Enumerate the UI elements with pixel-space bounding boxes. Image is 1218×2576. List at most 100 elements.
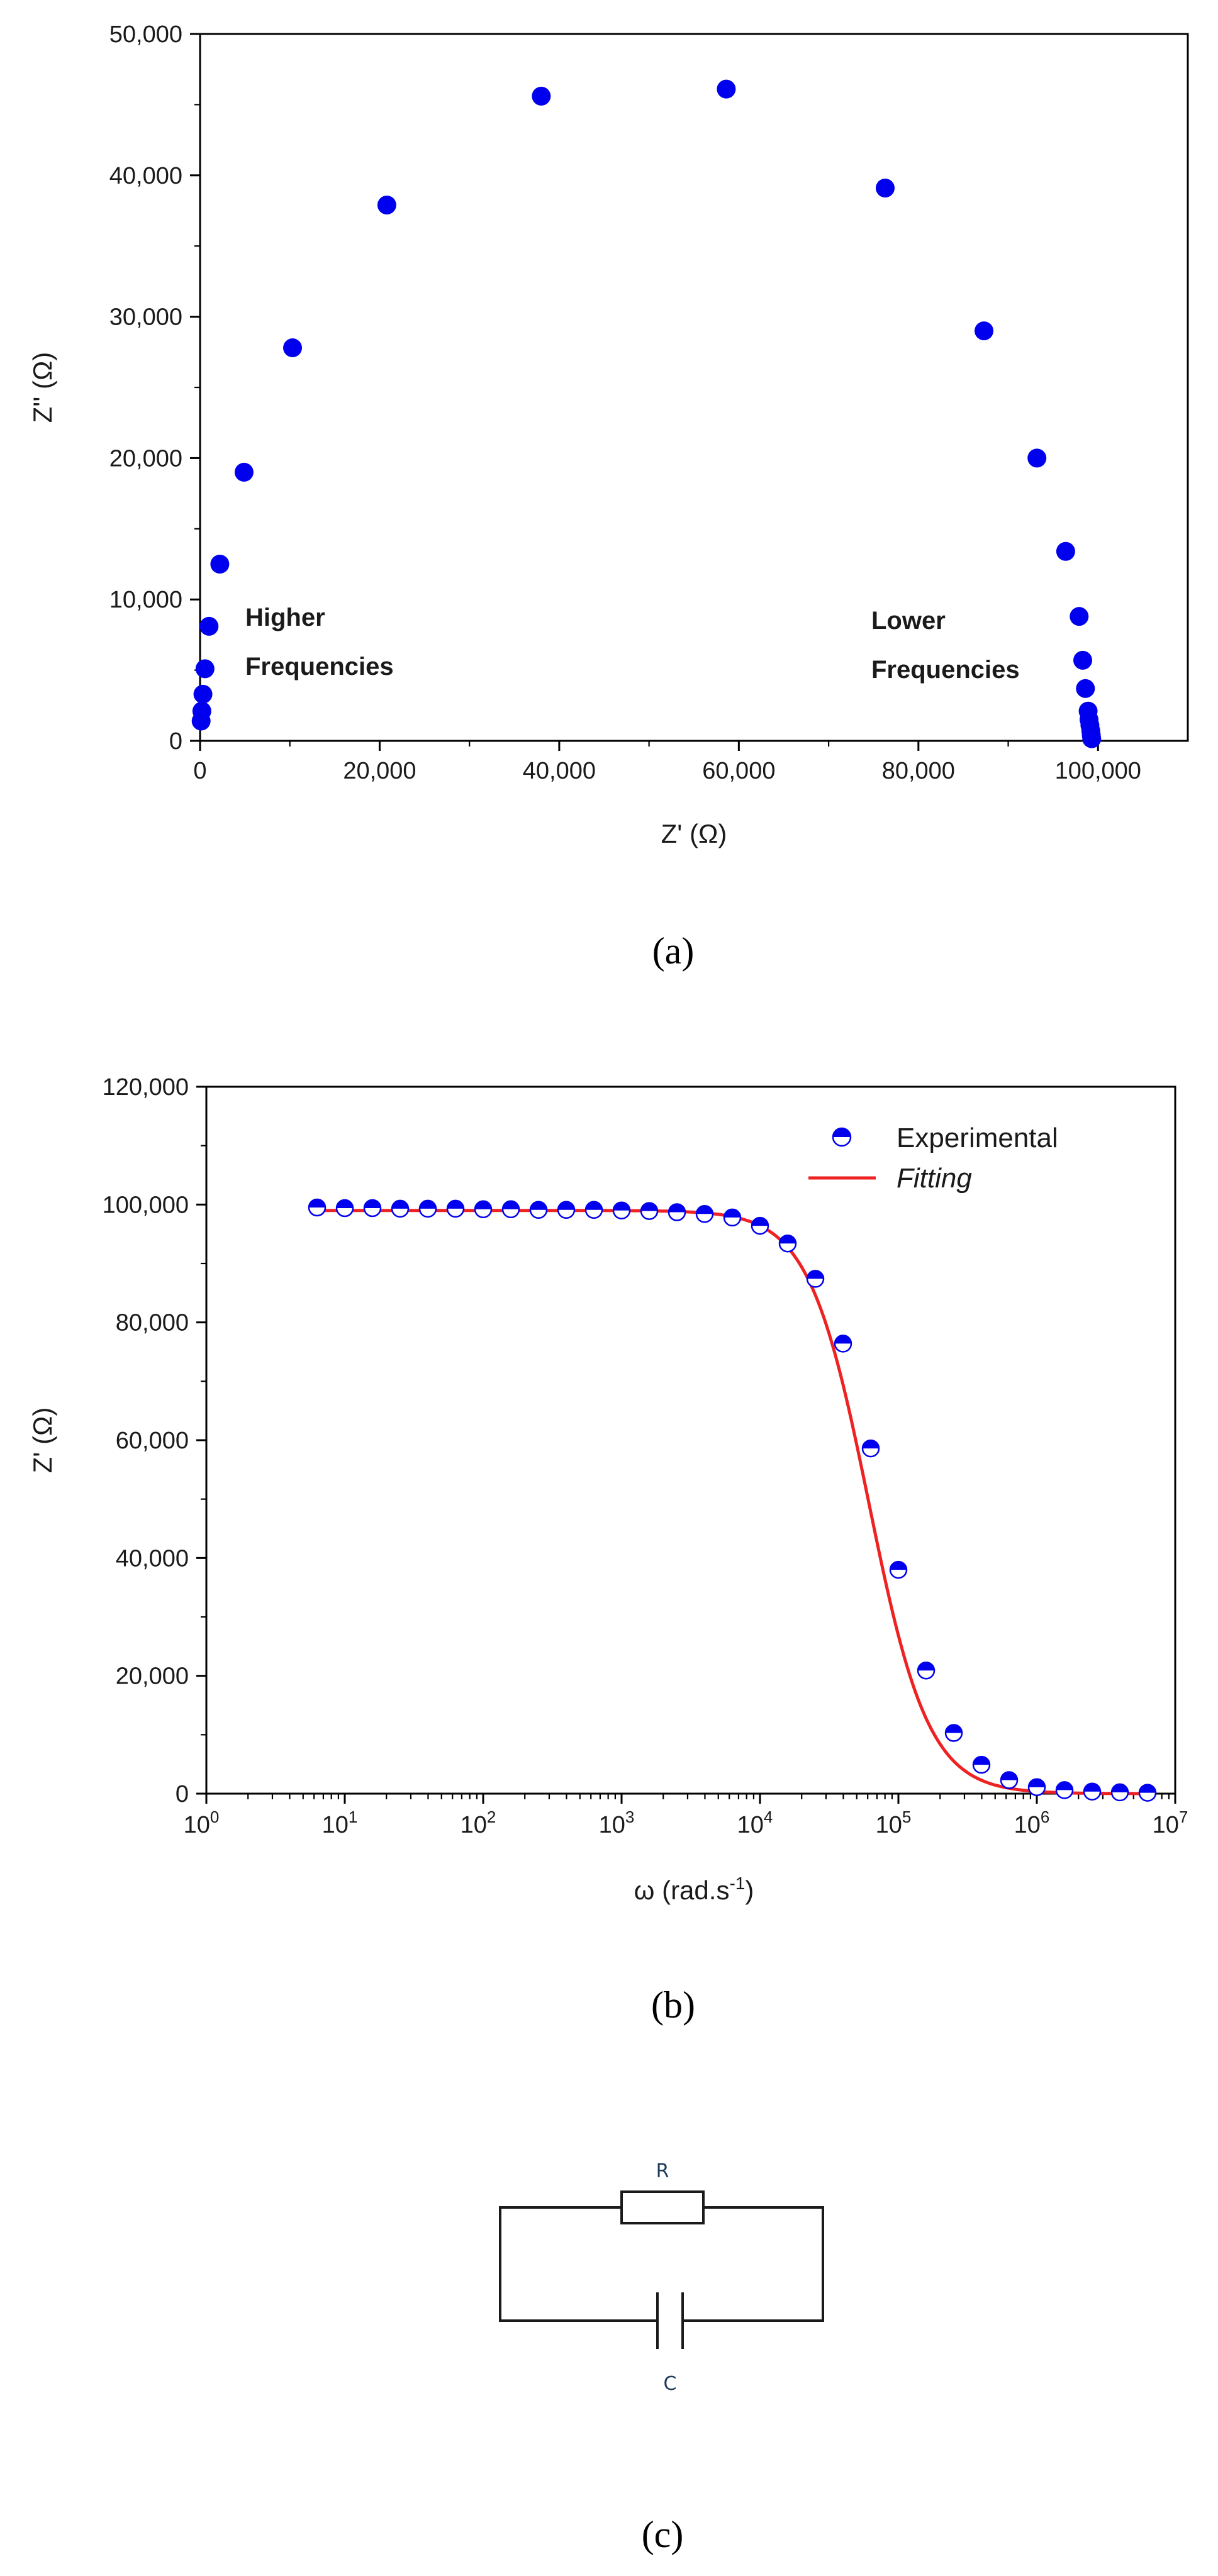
- annotation-higher-line1: Higher: [245, 604, 325, 631]
- data-point: [668, 1203, 686, 1221]
- annotation-lower-line1: Lower: [871, 607, 946, 635]
- data-point: [1056, 541, 1075, 561]
- data-point: [532, 86, 551, 106]
- y-tick-label: 30,000: [109, 304, 182, 331]
- data-point: [972, 1755, 991, 1774]
- data-point: [308, 1198, 327, 1217]
- data-point: [889, 1560, 908, 1579]
- x-tick-label: 101: [322, 1807, 358, 1838]
- legend-experimental-label: Experimental: [897, 1123, 1058, 1153]
- data-point: [234, 462, 254, 482]
- data-point: [917, 1661, 936, 1680]
- legend: Experimental Fitting: [808, 1123, 1058, 1194]
- x-tick-label: 105: [876, 1807, 912, 1838]
- chart-b-ylabel: Z' (Ω): [28, 1407, 57, 1474]
- y-tick-label: 80,000: [116, 1310, 189, 1336]
- chart-b-plot-area: [205, 1085, 1176, 1795]
- data-point: [640, 1202, 659, 1220]
- data-point: [861, 1439, 880, 1458]
- data-point: [391, 1199, 410, 1218]
- chart-b-points: [308, 1198, 1157, 1802]
- panel-label-a: (a): [652, 930, 695, 972]
- x-tick-label: 80,000: [882, 758, 955, 784]
- data-point: [612, 1201, 631, 1219]
- chart-b-xlabel: ω (rad.s-1): [634, 1874, 754, 1905]
- nyquist-chart: 0 20,000 40,000 60,000 80,000 100,000 0 10,000 2…: [28, 21, 1189, 972]
- fitting-curve: [314, 1209, 1151, 1796]
- data-point: [191, 711, 211, 731]
- x-tick-label: 107: [1153, 1807, 1188, 1838]
- x-tick-label: 0: [193, 758, 206, 784]
- y-tick-label: 50,000: [109, 21, 182, 48]
- data-point: [876, 179, 895, 198]
- chart-a-ylabel: Z'' (Ω): [28, 352, 57, 423]
- data-point: [1110, 1783, 1129, 1802]
- y-tick-label: 0: [169, 728, 182, 755]
- data-point: [501, 1200, 520, 1219]
- y-tick-label: 100,000: [103, 1192, 189, 1218]
- x-tick-label: 40,000: [523, 758, 596, 784]
- x-tick-label: 102: [461, 1807, 496, 1838]
- circuit-wires: [499, 2206, 824, 2322]
- data-point: [283, 338, 303, 358]
- resistor-symbol: [620, 2190, 705, 2224]
- y-tick-label: 120,000: [103, 1074, 189, 1101]
- annotation-lower-line2: Frequencies: [871, 656, 1020, 684]
- data-point: [1027, 1778, 1046, 1796]
- data-point: [1078, 701, 1098, 721]
- x-tick-label: 106: [1014, 1807, 1050, 1838]
- chart-a-xlabel: Z' (Ω): [661, 819, 727, 848]
- data-point: [1000, 1771, 1019, 1789]
- data-point: [584, 1201, 603, 1219]
- x-tick-label: 104: [737, 1807, 773, 1838]
- data-point: [1076, 679, 1095, 698]
- y-tick-label: 60,000: [116, 1428, 189, 1454]
- panel-label-c: (c): [642, 2514, 684, 2555]
- data-point: [557, 1201, 576, 1219]
- equivalent-circuit: R C (c): [499, 2160, 824, 2555]
- data-point: [1027, 448, 1047, 468]
- impedance-frequency-chart: 100 101 102 103 104 105 106 107 0 20,000 40,000 60,…: [28, 1074, 1188, 2026]
- panel-label-b: (b): [651, 1984, 695, 2026]
- x-tick-label: 100: [184, 1807, 220, 1838]
- x-tick-label: 100,000: [1055, 758, 1141, 784]
- data-point: [834, 1335, 852, 1353]
- data-point: [529, 1201, 548, 1219]
- chart-a-ticks: 0 20,000 40,000 60,000 80,000 100,000 0 10,000 2…: [109, 21, 1141, 784]
- data-point: [474, 1200, 493, 1219]
- y-tick-label: 40,000: [109, 163, 182, 189]
- y-tick-label: 20,000: [109, 445, 182, 472]
- data-point: [695, 1205, 714, 1223]
- data-point: [1138, 1784, 1157, 1802]
- data-point: [418, 1199, 437, 1218]
- y-tick-label: 40,000: [116, 1545, 189, 1572]
- y-tick-label: 10,000: [109, 587, 182, 613]
- chart-a-points: [191, 79, 1102, 748]
- data-point: [1070, 607, 1089, 626]
- data-point: [1083, 1782, 1102, 1801]
- x-tick-label: 60,000: [702, 758, 775, 784]
- chart-b-ticks: 100 101 102 103 104 105 106 107 0 20,000 40,000 60,…: [103, 1074, 1188, 1838]
- legend-experimental-marker: [832, 1127, 852, 1147]
- legend-fitting-label: Fitting: [897, 1163, 972, 1194]
- data-point: [193, 684, 213, 704]
- data-point: [778, 1234, 797, 1253]
- data-point: [1073, 650, 1093, 670]
- x-tick-label: 103: [599, 1807, 635, 1838]
- data-point: [717, 79, 736, 99]
- capacitor-label: C: [664, 2373, 677, 2395]
- data-point: [199, 616, 219, 636]
- data-point: [751, 1216, 769, 1235]
- data-point: [377, 196, 396, 215]
- data-point: [975, 321, 994, 341]
- data-point: [195, 659, 215, 679]
- chart-a-plot-area: [199, 33, 1189, 742]
- y-tick-label: 20,000: [116, 1663, 189, 1690]
- data-point: [363, 1199, 382, 1218]
- data-point: [1055, 1781, 1074, 1799]
- resistor-label: R: [656, 2160, 669, 2182]
- data-point: [944, 1724, 963, 1742]
- data-point: [210, 555, 230, 574]
- annotation-higher-line2: Frequencies: [245, 653, 394, 680]
